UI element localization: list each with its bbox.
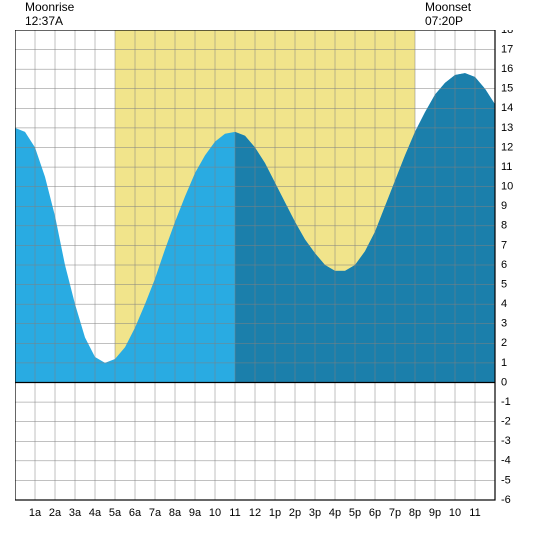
x-tick-label: 2a — [49, 507, 62, 519]
x-tick-label: 9p — [429, 507, 441, 519]
y-tick-label: 6 — [501, 259, 507, 271]
y-tick-label: 10 — [501, 181, 513, 193]
x-tick-label: 9a — [189, 507, 202, 519]
moonset-time: 07:20P — [425, 14, 471, 28]
y-tick-label: -6 — [501, 494, 511, 506]
y-tick-label: 15 — [501, 83, 513, 95]
y-tick-label: 0 — [501, 376, 507, 388]
x-tick-label: 4a — [89, 507, 102, 519]
x-tick-label: 11 — [229, 507, 240, 519]
x-tick-label: 7p — [389, 507, 401, 519]
x-tick-label: 3p — [309, 507, 321, 519]
y-tick-label: 5 — [501, 278, 507, 290]
x-tick-label: 1a — [29, 507, 42, 519]
x-tick-label: 10 — [449, 507, 461, 519]
y-tick-label: -2 — [501, 416, 511, 428]
x-tick-label: 2p — [289, 507, 301, 519]
y-tick-label: 1 — [501, 357, 507, 369]
x-tick-label: 10 — [209, 507, 221, 519]
y-tick-label: 16 — [501, 63, 513, 75]
x-tick-label: 4p — [329, 507, 341, 519]
x-tick-label: 11 — [469, 507, 480, 519]
x-tick-label: 8p — [409, 507, 421, 519]
x-tick-label: 8a — [169, 507, 182, 519]
moonrise-label: Moonrise — [25, 0, 74, 14]
tide-chart-container: Moonrise 12:37A Moonset 07:20P -6 -5 -4 -3 -… — [0, 0, 550, 550]
x-tick-label: 7a — [149, 507, 162, 519]
y-tick-label: 8 — [501, 220, 507, 232]
y-tick-label: 7 — [501, 239, 507, 251]
y-tick-label: 2 — [501, 337, 507, 349]
x-tick-label: 6a — [129, 507, 142, 519]
x-tick-label: 5a — [109, 507, 122, 519]
y-tick-label: 13 — [501, 122, 513, 134]
tide-chart-svg: -6-5-4-3-2-10123456789101112131415161718… — [15, 30, 550, 550]
y-tick-label: -3 — [501, 435, 511, 447]
y-tick-label: 18 — [501, 30, 513, 36]
y-tick-label: 14 — [501, 102, 513, 114]
y-tick-label: 9 — [501, 200, 507, 212]
x-tick-label: 3a — [69, 507, 82, 519]
moonrise-time: 12:37A — [25, 14, 74, 28]
y-tick-label: 12 — [501, 141, 513, 153]
y-tick-label: 11 — [501, 161, 512, 173]
y-tick-label: -1 — [501, 396, 511, 408]
y-tick-label: 17 — [501, 43, 513, 55]
moonset-label: Moonset — [425, 0, 471, 14]
x-tick-label: 1p — [269, 507, 281, 519]
y-tick-label: -5 — [501, 474, 511, 486]
y-tick-label: -4 — [501, 455, 511, 467]
x-tick-label: 5p — [349, 507, 361, 519]
x-tick-label: 12 — [249, 507, 261, 519]
y-tick-label: 3 — [501, 318, 507, 330]
moonset-block: Moonset 07:20P — [425, 0, 471, 29]
x-tick-label: 6p — [369, 507, 381, 519]
moonrise-block: Moonrise 12:37A — [25, 0, 74, 29]
y-tick-label: 4 — [501, 298, 507, 310]
